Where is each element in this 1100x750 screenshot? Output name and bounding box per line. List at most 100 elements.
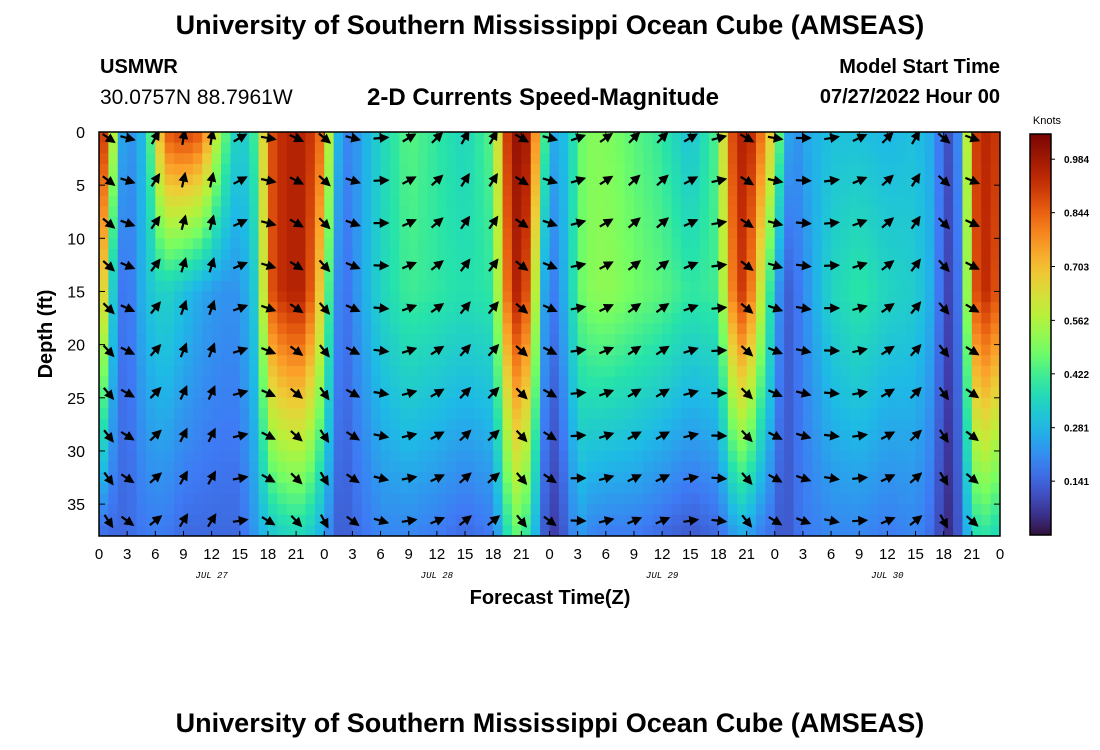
heatmap-cell xyxy=(831,153,842,165)
heatmap-cell xyxy=(802,323,813,335)
heatmap-cell xyxy=(314,280,325,293)
heatmap-cell xyxy=(493,163,504,176)
x-tick-label: 12 xyxy=(203,546,220,563)
heatmap-cell xyxy=(859,238,870,250)
heatmap-cell xyxy=(633,248,644,261)
heatmap-cell xyxy=(953,227,964,239)
heatmap-cell xyxy=(831,450,842,463)
heatmap-cell xyxy=(962,312,973,324)
heatmap-cell xyxy=(652,376,663,388)
heatmap-cell xyxy=(662,323,673,335)
heatmap-cell xyxy=(915,450,926,463)
heatmap-cell xyxy=(558,514,569,526)
heatmap-cell xyxy=(521,153,532,165)
heatmap-cell xyxy=(136,334,147,346)
heatmap-cell xyxy=(859,365,870,378)
x-tick-label: 0 xyxy=(545,546,553,563)
heatmap-cell xyxy=(709,291,720,303)
heatmap-cell xyxy=(145,514,156,526)
heatmap-cell xyxy=(249,248,260,261)
heatmap-cell xyxy=(99,387,109,399)
heatmap-cell xyxy=(249,142,260,154)
heatmap-cell xyxy=(230,472,241,484)
current-vector-arrow xyxy=(795,175,812,186)
heatmap-cell xyxy=(183,163,194,176)
heatmap-cell xyxy=(483,238,494,250)
heatmap-cell xyxy=(802,248,813,261)
heatmap-cell xyxy=(680,259,691,271)
heatmap-cell xyxy=(868,408,879,420)
heatmap-cell xyxy=(755,429,766,441)
heatmap-cell xyxy=(343,280,354,293)
heatmap-cell xyxy=(305,206,316,218)
current-vector-arrow xyxy=(627,260,642,271)
heatmap-cell xyxy=(990,195,1000,208)
current-vector-arrow xyxy=(232,346,249,356)
heatmap-cell xyxy=(718,504,729,516)
heatmap-cell xyxy=(746,429,757,441)
heatmap-cell xyxy=(981,206,992,218)
current-vector-arrow xyxy=(150,132,160,145)
heatmap-cell xyxy=(446,248,457,261)
heatmap-cell xyxy=(596,344,607,356)
heatmap-cell xyxy=(680,408,691,420)
heatmap-cell xyxy=(296,270,307,282)
heatmap-cell xyxy=(981,270,992,282)
heatmap-cell xyxy=(887,525,898,536)
heatmap-cell xyxy=(737,248,748,261)
heatmap-cell xyxy=(305,482,316,495)
heatmap-cell xyxy=(230,365,241,378)
heatmap-cell xyxy=(868,376,879,388)
heatmap-cell xyxy=(521,419,532,431)
heatmap-cell xyxy=(380,185,391,197)
current-vector-arrow xyxy=(120,303,136,313)
heatmap-cell xyxy=(483,387,494,399)
heatmap-cell xyxy=(305,302,316,314)
heatmap-cell xyxy=(840,355,851,367)
heatmap-cell xyxy=(737,482,748,495)
heatmap-cell xyxy=(774,440,785,452)
heatmap-cell xyxy=(877,163,888,176)
current-vector-arrow xyxy=(938,514,948,529)
x-axis-label: Forecast Time(Z) xyxy=(470,587,631,609)
heatmap-cell xyxy=(990,482,1000,495)
heatmap-cell xyxy=(277,259,288,271)
heatmap-cell xyxy=(277,163,288,176)
current-vector-arrow xyxy=(178,384,188,400)
heatmap-cell xyxy=(755,270,766,282)
heatmap-cell xyxy=(427,419,438,431)
heatmap-cell xyxy=(587,312,598,324)
heatmap-cell xyxy=(943,408,954,420)
heatmap-cell xyxy=(821,142,832,154)
heatmap-cell xyxy=(971,397,982,410)
heatmap-cell xyxy=(755,365,766,378)
heatmap-cell xyxy=(746,482,757,495)
heatmap-cell xyxy=(530,355,541,367)
heatmap-cell xyxy=(305,450,316,463)
heatmap-cell xyxy=(877,132,888,144)
heatmap-cell xyxy=(990,450,1000,463)
heatmap-cell xyxy=(511,280,522,293)
heatmap-cell xyxy=(530,525,541,536)
heatmap-cell xyxy=(174,153,185,165)
heatmap-cell xyxy=(737,334,748,346)
heatmap-cell xyxy=(361,302,372,314)
heatmap-cell xyxy=(587,355,598,367)
heatmap-cell xyxy=(727,206,738,218)
heatmap-cell xyxy=(127,323,138,335)
heatmap-cell xyxy=(399,174,410,186)
heatmap-cell xyxy=(934,450,945,463)
heatmap-cell xyxy=(408,280,419,293)
heatmap-cell xyxy=(446,312,457,324)
heatmap-cell xyxy=(699,163,710,176)
heatmap-cell xyxy=(765,514,776,526)
heatmap-cell xyxy=(446,461,457,473)
heatmap-cell xyxy=(877,185,888,197)
heatmap-cell xyxy=(971,440,982,452)
heatmap-cell xyxy=(906,461,917,473)
current-vector-arrow xyxy=(711,303,728,314)
heatmap-cell xyxy=(155,376,166,388)
heatmap-cell xyxy=(821,376,832,388)
heatmap-cell xyxy=(324,365,335,378)
current-vector-arrow xyxy=(206,299,217,316)
